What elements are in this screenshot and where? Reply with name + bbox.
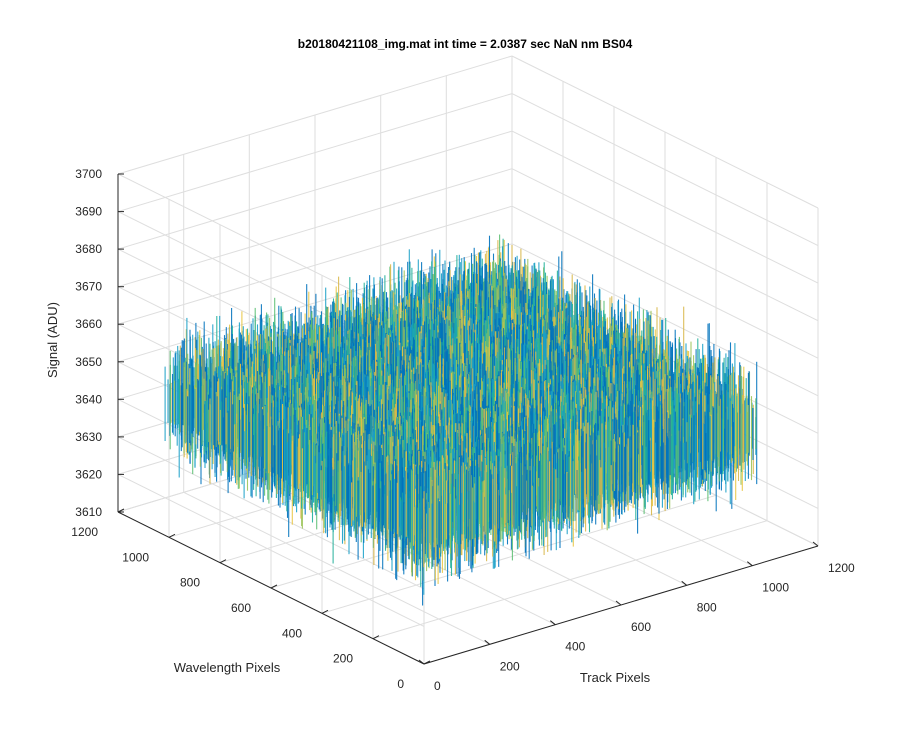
grid-line [321, 494, 717, 614]
grid-line [511, 93, 819, 247]
grid-line [117, 168, 513, 288]
grid-line [117, 436, 425, 590]
grid-line [117, 93, 513, 213]
grid-line [372, 520, 768, 640]
grid-line [511, 55, 819, 209]
grid-line [511, 243, 819, 397]
surface-data [164, 234, 758, 606]
grid-line [117, 473, 425, 627]
grid-line [511, 168, 819, 322]
grid-line [117, 55, 513, 175]
grid-line [511, 130, 819, 284]
grid-line [511, 205, 819, 359]
grid-line [117, 130, 513, 250]
grid-line [117, 205, 513, 325]
